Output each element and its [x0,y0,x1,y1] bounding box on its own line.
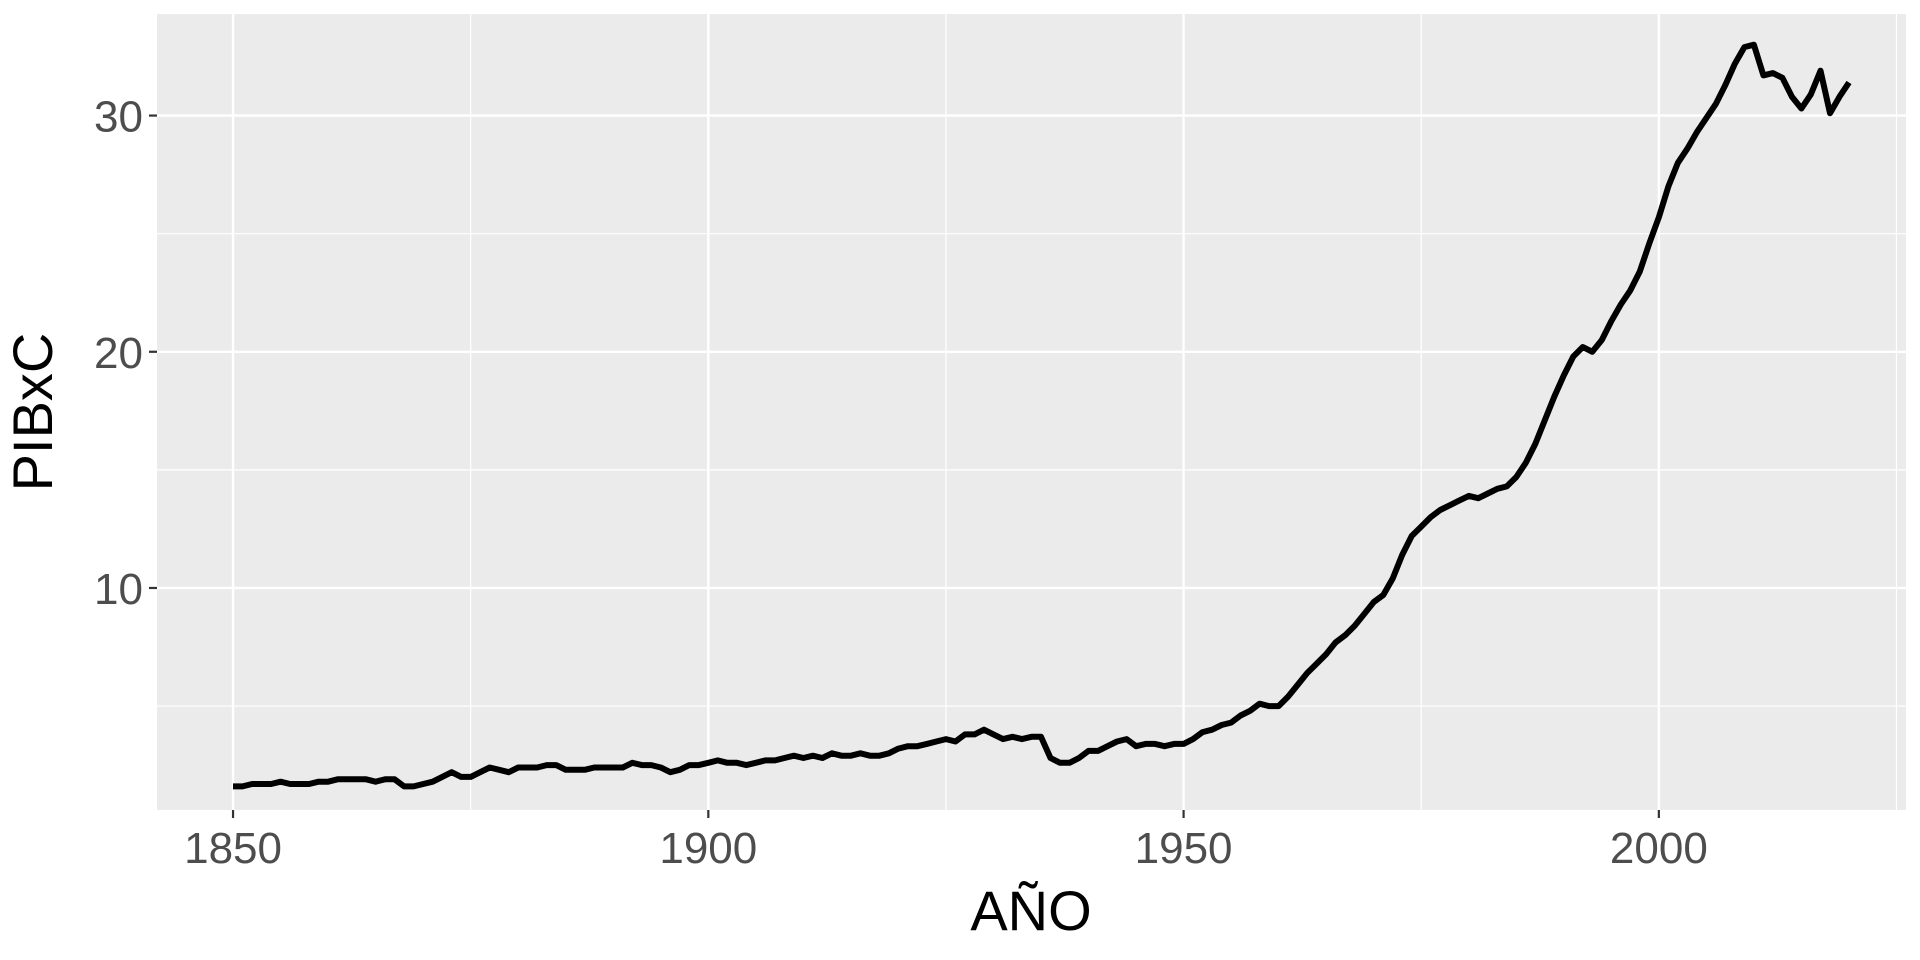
x-tick-label: 2000 [1610,824,1708,873]
y-tick-label: 10 [94,565,143,614]
y-axis-title: PIBxC [1,333,64,492]
x-tick-label: 1850 [184,824,282,873]
axis-ticks [149,114,1660,818]
minor-gridlines [157,14,1906,810]
x-tick-label: 1950 [1135,824,1233,873]
x-tick-label: 1900 [659,824,757,873]
x-axis-title: AÑO [970,879,1091,942]
major-gridlines [157,14,1906,810]
y-tick-label: 30 [94,93,143,142]
y-tick-label: 20 [94,329,143,378]
x-tick-labels: 1850 1900 1950 2000 [184,824,1708,873]
y-tick-labels: 10 20 30 [94,93,143,614]
plot-panel [157,14,1906,810]
series-line [233,41,1852,790]
